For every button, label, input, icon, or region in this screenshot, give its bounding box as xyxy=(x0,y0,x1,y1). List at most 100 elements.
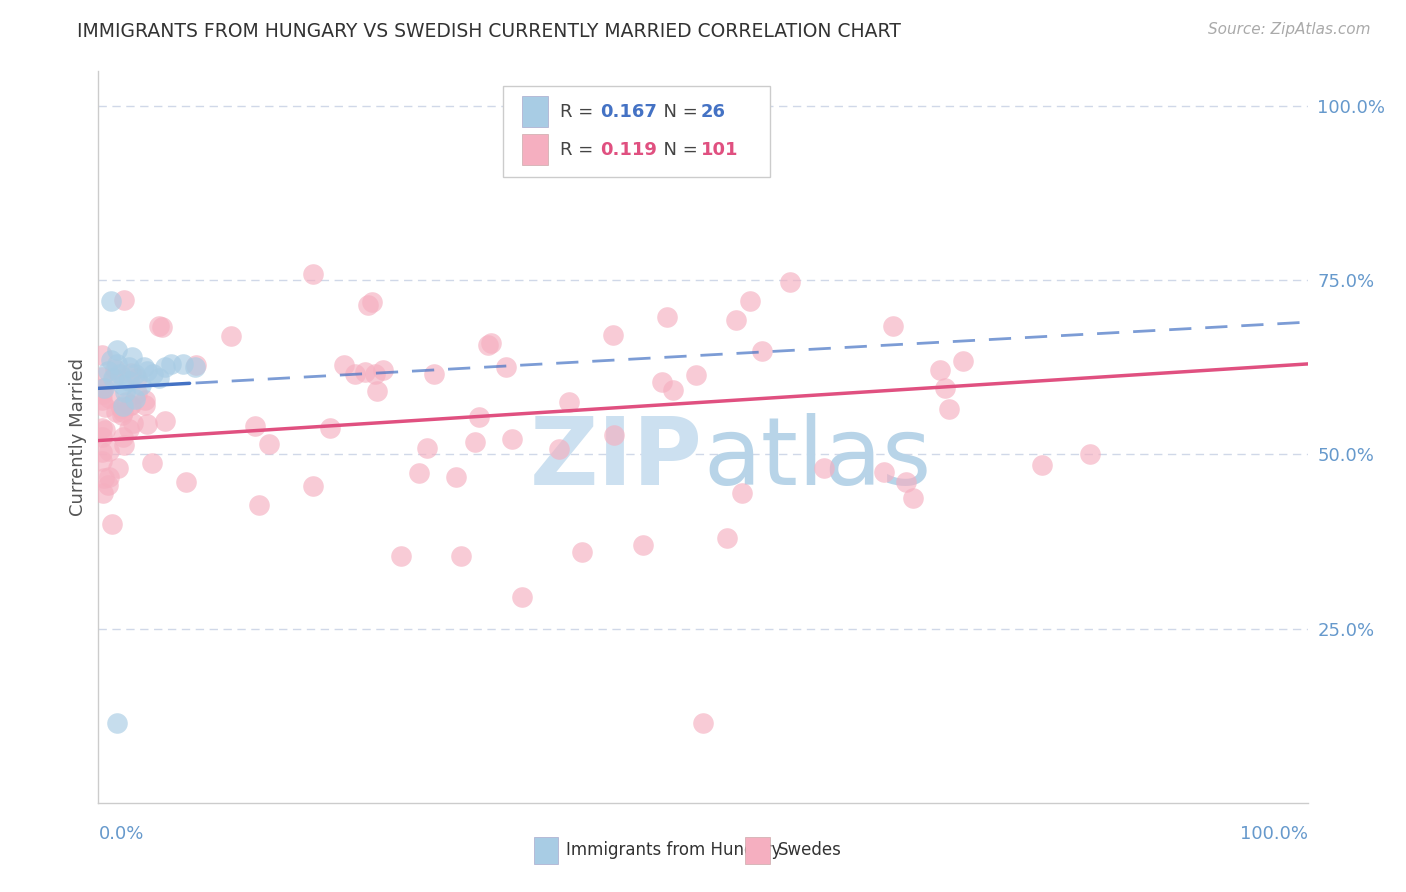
Point xyxy=(91,430,114,444)
Point xyxy=(319,421,342,435)
Text: 100.0%: 100.0% xyxy=(1240,825,1308,843)
Point xyxy=(124,368,146,382)
Point xyxy=(344,367,367,381)
Point xyxy=(873,465,896,479)
Point xyxy=(247,498,270,512)
Point xyxy=(111,430,134,444)
Point xyxy=(444,470,467,484)
Point xyxy=(416,441,439,455)
Text: N =: N = xyxy=(652,141,704,159)
Point xyxy=(603,428,626,442)
Point xyxy=(716,531,738,545)
Point xyxy=(110,401,132,415)
Point xyxy=(118,422,141,436)
Point xyxy=(219,329,242,343)
Point xyxy=(125,371,148,385)
Point xyxy=(408,466,430,480)
Text: 0.119: 0.119 xyxy=(600,141,657,159)
Point xyxy=(172,357,194,371)
Point xyxy=(120,399,142,413)
Point xyxy=(479,336,502,351)
Point xyxy=(602,328,624,343)
Point xyxy=(134,398,156,412)
Bar xyxy=(745,838,769,863)
Point xyxy=(176,475,198,490)
Point xyxy=(121,417,143,431)
Y-axis label: Currently Married: Currently Married xyxy=(69,358,87,516)
Point xyxy=(120,367,142,381)
Point xyxy=(1078,448,1101,462)
Point xyxy=(477,338,499,352)
Point xyxy=(894,475,917,489)
Point xyxy=(91,420,114,434)
Point xyxy=(779,275,801,289)
Point xyxy=(94,424,117,438)
Point xyxy=(153,360,176,375)
Point xyxy=(98,443,121,458)
Point xyxy=(114,384,136,399)
Point xyxy=(101,371,124,385)
Bar xyxy=(522,135,548,165)
Point xyxy=(631,538,654,552)
Point xyxy=(100,294,122,309)
Point xyxy=(740,293,762,308)
Point xyxy=(112,293,135,308)
Point xyxy=(125,386,148,401)
Point xyxy=(901,491,924,505)
Point xyxy=(142,368,165,382)
Point xyxy=(141,457,163,471)
Point xyxy=(371,363,394,377)
Text: ZIP: ZIP xyxy=(530,413,703,505)
Point xyxy=(657,310,679,324)
Point xyxy=(257,437,280,451)
Text: 0.167: 0.167 xyxy=(600,103,657,120)
Point xyxy=(882,319,904,334)
Point xyxy=(111,377,134,392)
Point xyxy=(105,357,128,371)
Point xyxy=(120,398,142,412)
Point xyxy=(111,399,134,413)
Point xyxy=(124,392,146,406)
Point xyxy=(929,363,952,377)
Point xyxy=(571,545,593,559)
Point xyxy=(121,350,143,364)
Point xyxy=(93,381,115,395)
Point xyxy=(364,367,387,381)
Point xyxy=(97,478,120,492)
Text: Swedes: Swedes xyxy=(778,841,842,859)
Point xyxy=(101,517,124,532)
Point xyxy=(129,377,152,392)
Point xyxy=(100,353,122,368)
Point xyxy=(725,313,748,327)
Point xyxy=(333,359,356,373)
Point xyxy=(93,486,115,500)
Point xyxy=(134,360,156,375)
Point xyxy=(692,715,714,730)
Point xyxy=(91,454,114,468)
Point xyxy=(112,438,135,452)
Point xyxy=(357,298,380,312)
Point xyxy=(952,354,974,368)
Point xyxy=(366,384,388,398)
Point xyxy=(91,445,114,459)
Point xyxy=(651,375,673,389)
Point xyxy=(510,591,533,605)
Point xyxy=(423,367,446,381)
Text: Immigrants from Hungary: Immigrants from Hungary xyxy=(567,841,782,859)
Point xyxy=(813,461,835,475)
Text: R =: R = xyxy=(561,141,599,159)
Text: N =: N = xyxy=(652,103,704,120)
Text: 26: 26 xyxy=(700,103,725,120)
Point xyxy=(148,318,170,333)
Point xyxy=(160,357,183,371)
Point xyxy=(934,380,956,394)
Point xyxy=(301,479,323,493)
Point xyxy=(91,387,114,401)
Point xyxy=(91,369,114,384)
Point xyxy=(148,371,170,385)
Point xyxy=(135,417,157,431)
Point xyxy=(245,419,267,434)
Point xyxy=(135,364,157,378)
Point xyxy=(105,715,128,730)
Point xyxy=(103,371,125,385)
